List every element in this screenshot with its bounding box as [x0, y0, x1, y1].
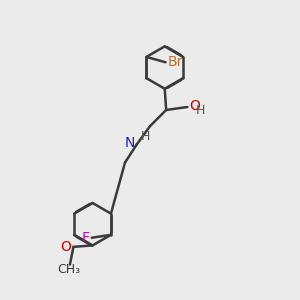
Text: H: H: [196, 104, 206, 117]
Text: H: H: [140, 130, 150, 143]
Text: CH₃: CH₃: [57, 263, 80, 276]
Text: Br: Br: [167, 55, 183, 69]
Text: N: N: [124, 136, 135, 150]
Text: O: O: [60, 240, 71, 254]
Text: F: F: [81, 231, 89, 245]
Text: O: O: [189, 98, 200, 112]
